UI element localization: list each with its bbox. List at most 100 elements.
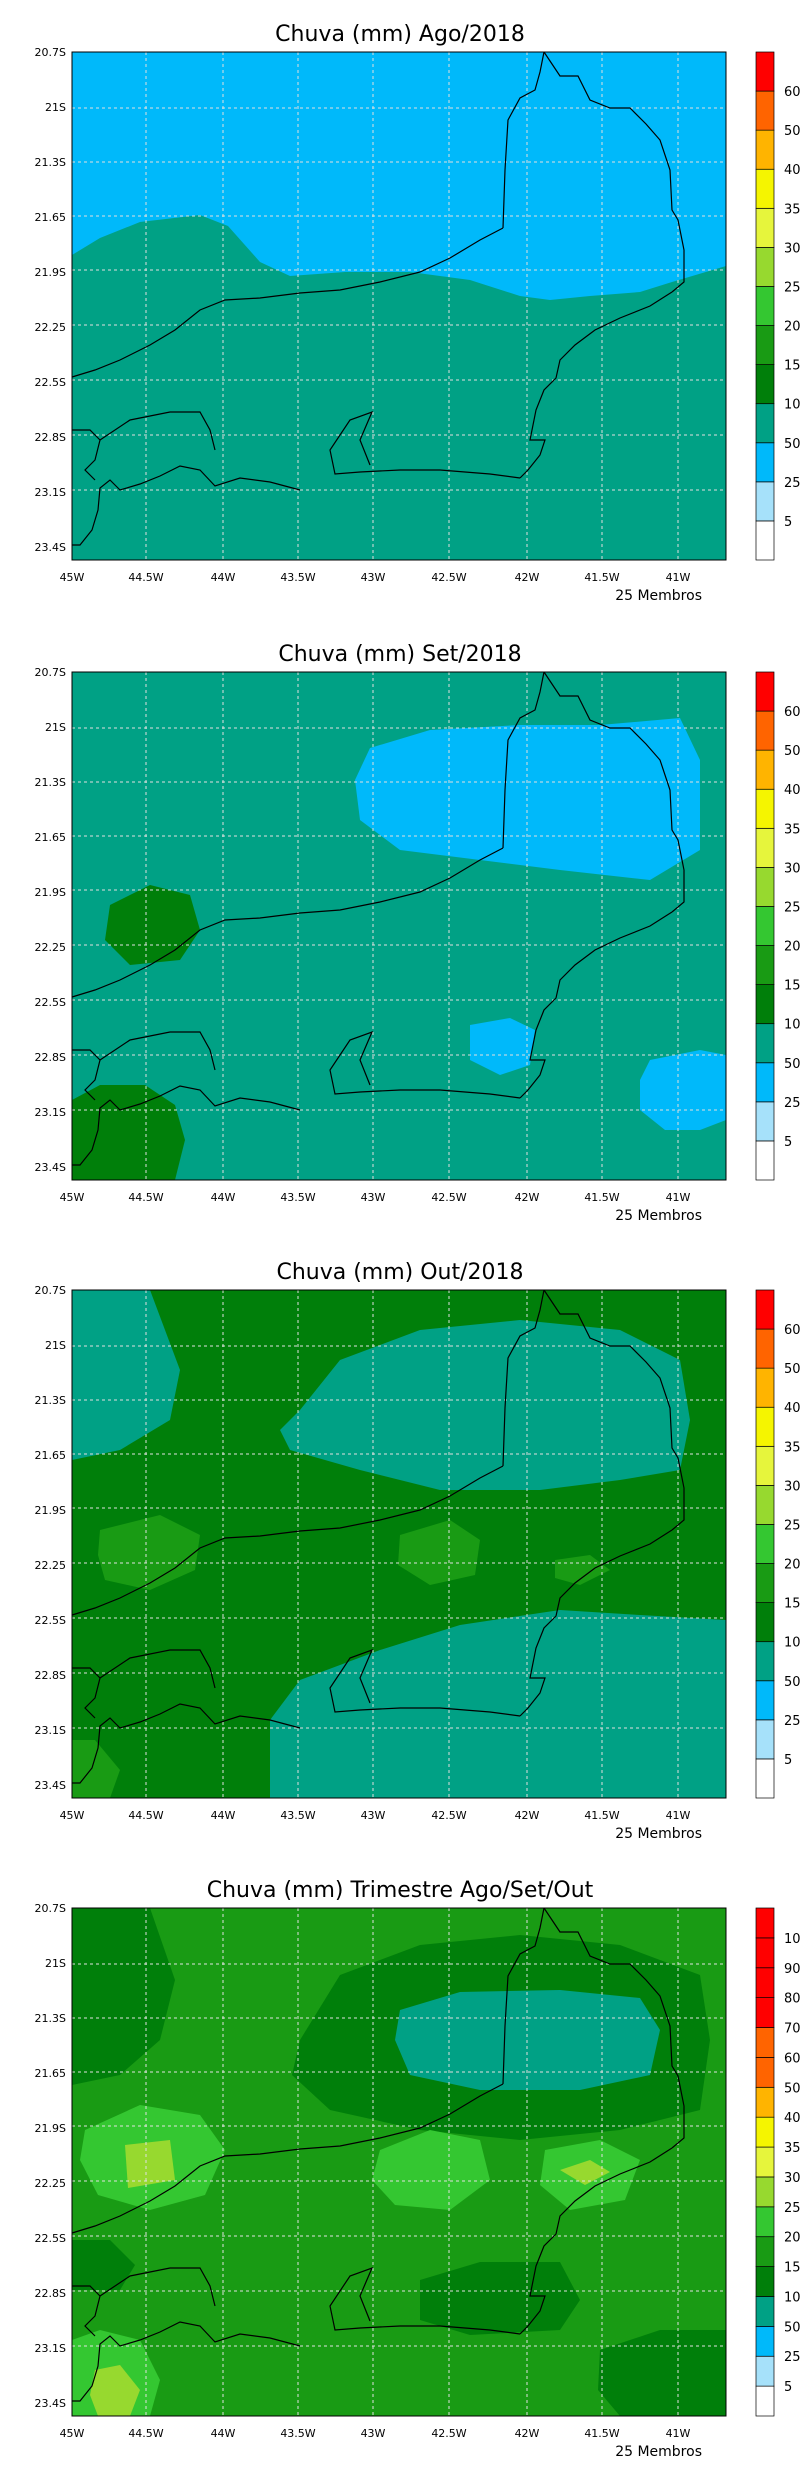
colorbar-swatch [755,1289,775,1330]
colorbar-label: 200 [784,1558,800,1573]
rain-field [72,1908,726,2416]
colorbar-label: 50 [784,2320,800,2335]
x-tick-label: 45W [60,2427,85,2440]
x-tick-label: 44W [211,1191,236,1204]
colorbar-swatch [755,1602,775,1643]
colorbar-swatch [755,1367,775,1408]
colorbar-swatch [755,51,775,92]
x-tick-label: 41W [666,1809,691,1822]
colorbar-swatch [755,2326,775,2357]
x-tick-label: 42W [515,1191,540,1204]
y-tick-label: 22.5S [35,2232,66,2245]
colorbar-swatch [755,1445,775,1486]
x-tick-label: 43.5W [280,1191,315,1204]
colorbar-swatch [755,2236,775,2267]
y-tick-label: 23.1S [35,1106,66,1119]
y-tick-label: 22.8S [35,431,66,444]
colorbar-label: 100 [784,2290,800,2305]
colorbar-swatch [755,247,775,287]
gridlines [72,1908,726,2416]
colorbar-swatch [755,1328,775,1369]
colorbar-swatch [755,1023,775,1064]
colorbar-swatch [755,749,775,790]
colorbar-swatch [755,207,775,248]
colorbar-label: 400 [784,1401,800,1416]
colorbar-swatch [755,1680,775,1721]
colorbar-swatch [755,1140,775,1181]
y-tick-label: 20.7S [35,1284,66,1297]
colorbar-label: 300 [784,1479,800,1494]
colorbar-swatch [755,710,775,751]
colorbar-label: 400 [784,163,800,178]
colorbar-label: 350 [784,822,800,837]
y-tick-label: 21.9S [35,266,66,279]
colorbar-label: 150 [784,359,800,374]
y-tick-label: 22.25 [35,941,67,954]
colorbar-swatch [755,481,775,522]
colorbar-label: 5 [784,515,792,530]
x-tick-label: 44.5W [128,1191,163,1204]
colorbar-label: 25 [784,1096,800,1111]
colorbar-label: 50 [784,437,800,452]
y-tick-label: 22.25 [35,321,67,334]
y-tick-label: 22.5S [35,376,66,389]
colorbar-swatch [755,2176,775,2208]
colorbar-swatch [755,827,775,868]
colorbar-label: 400 [784,783,800,798]
colorbar-label: 600 [784,85,800,100]
y-tick-label: 23.1S [35,486,66,499]
map-panel-quarter: Chuva (mm) Trimestre Ago/Set/Out [35,1878,800,2460]
colorbar-label: 1000 [784,1932,800,1947]
y-tick-label: 23.4S [35,541,66,554]
colorbar-label: 600 [784,1323,800,1338]
colorbar-swatch [755,2355,775,2387]
colorbar-label: 5 [784,1135,792,1150]
colorbar-label: 500 [784,2081,800,2096]
x-tick-label: 41W [666,2427,691,2440]
colorbar-label: 350 [784,202,800,217]
x-tick-label: 43.5W [280,571,315,584]
colorbar-label: 100 [784,1018,800,1033]
x-tick-label: 41.5W [584,1809,619,1822]
colorbar-label: 300 [784,2171,800,2186]
y-tick-label: 20.7S [35,666,66,679]
rain-field [72,52,726,560]
colorbar-swatch [755,1062,775,1103]
colorbar: 5 25 50 100 150 200 250 300 350 400 500 600 700 800 90… [755,1907,800,2417]
colorbar-label: 350 [784,2141,800,2156]
coastline-and-borders [71,1907,685,2402]
colorbar-swatch [755,520,775,561]
y-tick-label: 21S [45,101,66,114]
colorbar-label: 25 [784,2350,800,2365]
y-tick-label: 21.3S [35,156,66,169]
y-tick-label: 21.65 [35,1449,67,1462]
colorbar-swatch [755,90,775,131]
x-tick-label: 45W [60,1809,85,1822]
x-tick-label: 41.5W [584,1191,619,1204]
map-panel-sep: Chuva (mm) Set/2018 [35,642,800,1224]
colorbar-swatch [755,671,775,712]
colorbar-swatch [755,403,775,444]
y-axis-labels: 20.7S 21S 21.3S 21.65 21.9S 22.25 22.5S 22.8S 23… [35,1902,67,2410]
map-panel-oct: Chuva (mm) Out/2018 [35,1260,800,1842]
colorbar-swatch [755,984,775,1025]
rain-field [72,1290,726,1798]
x-tick-label: 41.5W [584,571,619,584]
coastline-and-borders [71,671,685,1166]
y-tick-label: 21.9S [35,1504,66,1517]
coastline-and-borders [71,51,685,546]
colorbar-swatch [755,442,775,483]
x-tick-label: 43.5W [280,2427,315,2440]
colorbar-swatch [755,2206,775,2238]
colorbar-label: 250 [784,280,800,295]
colorbar-swatch [755,1937,775,1969]
colorbar-label: 200 [784,320,800,335]
members-label: 25 Membros [615,1208,702,1224]
x-tick-label: 43.5W [280,1809,315,1822]
members-label: 25 Membros [615,2444,702,2460]
x-tick-label: 44W [211,1809,236,1822]
x-tick-label: 43W [361,1191,386,1204]
x-tick-label: 44.5W [128,1809,163,1822]
x-tick-label: 42W [515,1809,540,1822]
y-tick-label: 23.1S [35,2342,66,2355]
